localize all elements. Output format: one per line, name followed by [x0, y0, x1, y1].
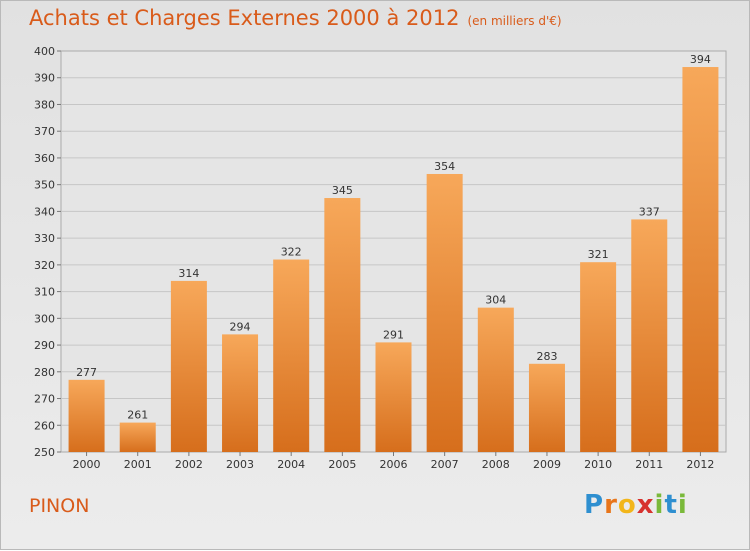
bar-2003: [222, 334, 259, 452]
bar-value-label: 304: [485, 294, 506, 307]
bar-value-label: 294: [230, 320, 251, 333]
bar-value-label: 321: [588, 248, 609, 261]
y-tick-label: 320: [34, 259, 55, 272]
logo-letter: o: [617, 490, 637, 520]
y-axis: 250 260 270 280 290 300 310 320 330 340 350 360 370 3…: [34, 45, 61, 459]
y-tick-label: 350: [34, 179, 55, 192]
y-tick-label: 310: [34, 286, 55, 299]
y-tick-label: 280: [34, 366, 55, 379]
chart-title-main: Achats et Charges Externes 2000 à 2012: [29, 6, 460, 30]
y-tick-label: 250: [34, 446, 55, 459]
x-tick-label: 2000: [73, 458, 101, 471]
bar-value-label: 291: [383, 328, 404, 341]
logo-letter: x: [636, 490, 655, 520]
logo-letter: i: [677, 490, 688, 520]
bar-value-label: 261: [127, 409, 148, 422]
bar-2004: [273, 259, 310, 452]
bar-value-label: 354: [434, 160, 455, 173]
x-axis: 2000 2001 2002 2003 2004 2005 2006 2007 2008 2009…: [73, 452, 714, 471]
y-tick-label: 260: [34, 419, 55, 432]
x-tick-label: 2009: [533, 458, 561, 471]
x-tick-label: 2007: [431, 458, 459, 471]
chart-title: Achats et Charges Externes 2000 à 2012 (e…: [29, 6, 562, 30]
y-tick-label: 400: [34, 45, 55, 58]
chart-title-unit: (en milliers d'€): [467, 14, 562, 28]
bar-value-label: 322: [281, 246, 302, 259]
bar-value-label: 394: [690, 53, 711, 66]
commune-name: PINON: [29, 495, 90, 517]
x-tick-label: 2003: [226, 458, 254, 471]
bar-2012: [682, 67, 719, 452]
logo-letter: t: [664, 490, 678, 520]
x-tick-label: 2004: [277, 458, 305, 471]
bar-2002: [170, 280, 207, 452]
x-tick-label: 2002: [175, 458, 203, 471]
y-tick-label: 380: [34, 98, 55, 111]
bars: 277 261 314 294 322 345 291 354 304 283 321 337 394: [68, 53, 719, 452]
bar-value-label: 314: [178, 267, 199, 280]
bar-2007: [426, 173, 463, 452]
x-tick-label: 2010: [584, 458, 612, 471]
bar-2009: [528, 363, 565, 452]
bar-2011: [631, 219, 668, 452]
bar-2000: [68, 379, 105, 452]
logo-letter: r: [604, 490, 618, 520]
y-tick-label: 330: [34, 232, 55, 245]
logo-letter: i: [654, 490, 665, 520]
proxiti-logo: Proxiti: [584, 490, 688, 520]
bar-value-label: 337: [639, 205, 660, 218]
logo-letter: P: [584, 490, 605, 520]
x-tick-label: 2006: [380, 458, 408, 471]
y-tick-label: 270: [34, 393, 55, 406]
bar-2001: [119, 422, 156, 452]
bar-value-label: 345: [332, 184, 353, 197]
x-tick-label: 2005: [328, 458, 356, 471]
y-tick-label: 300: [34, 312, 55, 325]
y-tick-label: 360: [34, 152, 55, 165]
bar-2005: [324, 198, 361, 452]
y-tick-label: 340: [34, 205, 55, 218]
x-tick-label: 2011: [635, 458, 663, 471]
y-tick-label: 390: [34, 72, 55, 85]
bar-2008: [477, 307, 514, 452]
x-tick-label: 2012: [686, 458, 714, 471]
y-tick-label: 370: [34, 125, 55, 138]
x-tick-label: 2001: [124, 458, 152, 471]
bar-value-label: 283: [536, 350, 557, 363]
bar-2010: [580, 262, 617, 452]
x-tick-label: 2008: [482, 458, 510, 471]
y-tick-label: 290: [34, 339, 55, 352]
bar-2006: [375, 342, 412, 452]
bar-value-label: 277: [76, 366, 97, 379]
